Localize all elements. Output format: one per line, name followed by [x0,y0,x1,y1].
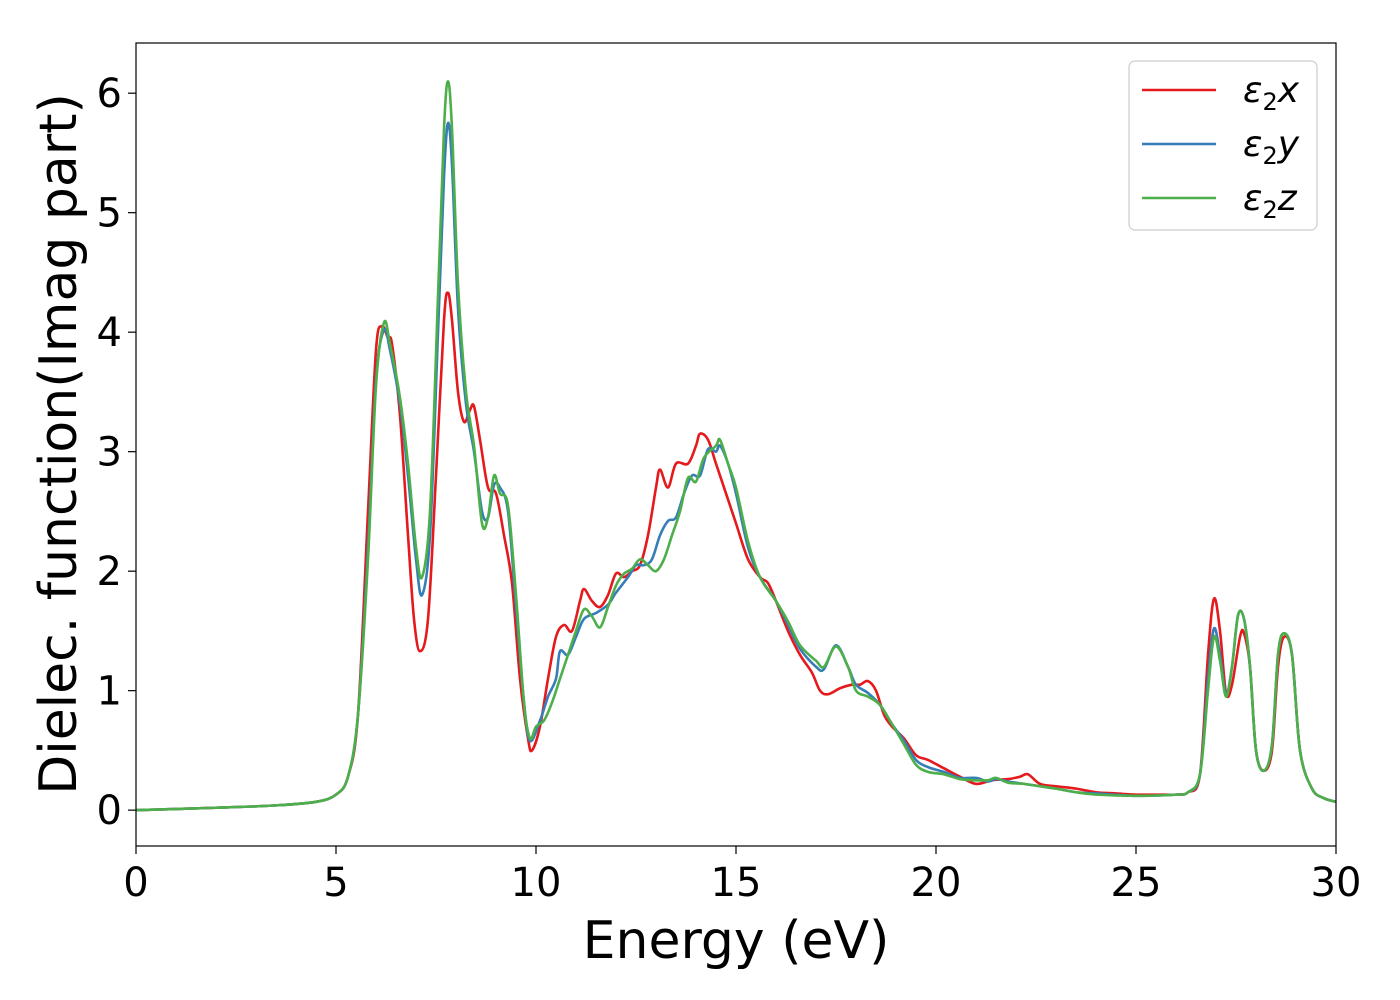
x-axis: 0 5 10 15 20 25 30 [123,846,1361,906]
y-tick-label: 4 [97,310,122,356]
y-axis-label: Dielec. function(Imag part) [29,93,89,795]
x-tick-label: 30 [1311,860,1362,906]
legend-symbol: ε [1243,70,1262,111]
legend-subscript: 2 [1262,88,1277,116]
x-tick-label: 0 [123,860,148,906]
legend-symbol: ε [1243,178,1262,219]
y-tick-label: 2 [97,549,122,595]
y-tick-label: 3 [97,430,122,476]
legend-subscript: 2 [1262,142,1277,170]
legend-box [1128,60,1318,231]
x-tick-label: 25 [1111,860,1162,906]
legend-label-y: ε2y [1243,124,1300,170]
legend-label-z: ε2z [1243,178,1298,224]
y-tick-label: 5 [97,191,122,237]
legend-label-x: ε2x [1243,70,1300,116]
x-tick-label: 10 [511,860,562,906]
y-axis: 0 1 2 3 4 5 6 [97,71,136,834]
series-lines [136,79,1336,812]
series-line-z [136,79,1336,812]
legend-variable: x [1277,70,1300,111]
legend-subscript: 2 [1262,196,1277,224]
legend-variable: y [1277,124,1300,165]
legend-symbol: ε [1243,124,1262,165]
x-tick-label: 20 [911,860,962,906]
y-tick-label: 6 [97,71,122,117]
y-tick-label: 0 [97,788,122,834]
y-tick-label: 1 [97,669,122,715]
x-axis-label: Energy (eV) [583,911,890,971]
legend-variable: z [1277,178,1298,219]
x-tick-label: 15 [711,860,762,906]
x-tick-label: 5 [323,860,348,906]
